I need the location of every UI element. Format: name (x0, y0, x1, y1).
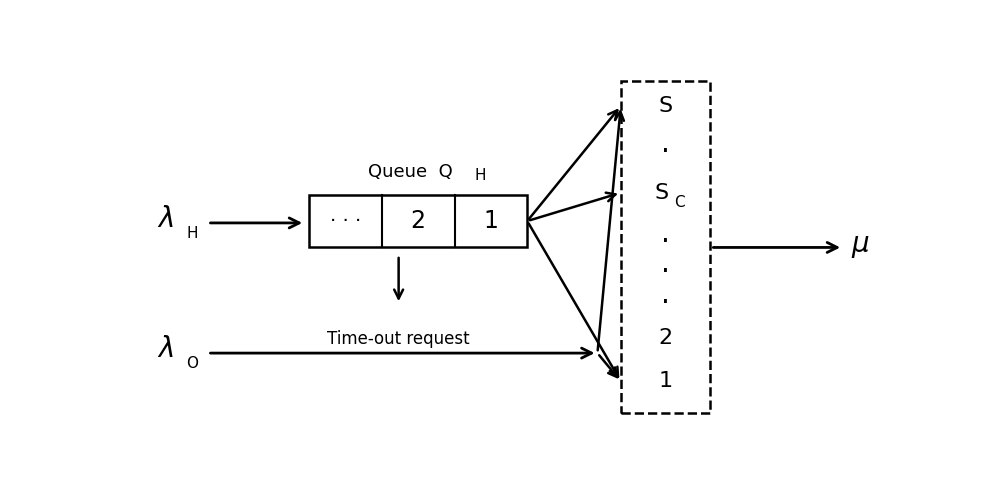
Text: $\mu$: $\mu$ (851, 232, 869, 260)
Text: S: S (655, 183, 669, 203)
Text: · · ·: · · · (330, 212, 361, 230)
Text: H: H (474, 168, 486, 183)
Text: H: H (186, 226, 198, 241)
Text: 2: 2 (410, 209, 426, 233)
Text: Time-out request: Time-out request (327, 330, 470, 348)
Text: .: . (661, 220, 670, 248)
Text: S: S (659, 96, 673, 116)
Text: 2: 2 (659, 328, 673, 348)
Text: 1: 1 (659, 371, 673, 392)
Bar (621, 81, 710, 414)
Bar (309, 195, 527, 247)
Text: C: C (674, 195, 685, 210)
Text: 1: 1 (484, 209, 498, 233)
Text: .: . (661, 250, 670, 278)
Text: $\lambda$: $\lambda$ (157, 335, 174, 363)
Text: .: . (661, 130, 670, 158)
Text: Queue  Q: Queue Q (368, 163, 453, 181)
Text: O: O (186, 356, 198, 371)
Text: .: . (661, 281, 670, 309)
Text: $\lambda$: $\lambda$ (157, 205, 174, 233)
